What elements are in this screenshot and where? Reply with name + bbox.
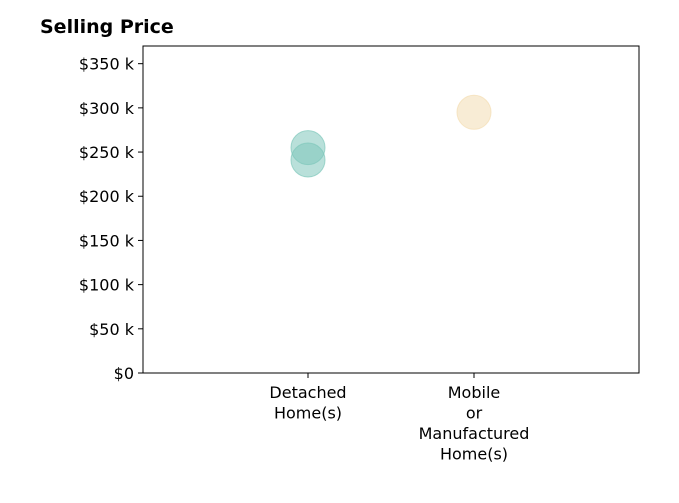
x-tick-label: Detached Home(s) — [269, 383, 346, 423]
y-tick-label: $300 k — [79, 99, 135, 118]
y-tick-label: $250 k — [79, 143, 135, 162]
plot-area: $0 $50 k $100 k $150 k $200 k $250 k $300 k $35… — [79, 45, 640, 464]
y-tick-label: $50 k — [89, 320, 135, 339]
plot-frame — [142, 45, 640, 374]
y-tick-label: $100 k — [79, 276, 135, 295]
y-tick-label: $200 k — [79, 187, 135, 206]
y-tick-label: $0 — [114, 364, 134, 383]
x-tick-label: Mobile or Manufactured Home(s) — [419, 383, 530, 464]
data-point — [290, 142, 326, 178]
y-tick-label: $150 k — [79, 231, 135, 250]
chart-title: Selling Price — [40, 16, 174, 38]
data-point — [456, 94, 492, 130]
y-tick-label: $350 k — [79, 55, 135, 74]
